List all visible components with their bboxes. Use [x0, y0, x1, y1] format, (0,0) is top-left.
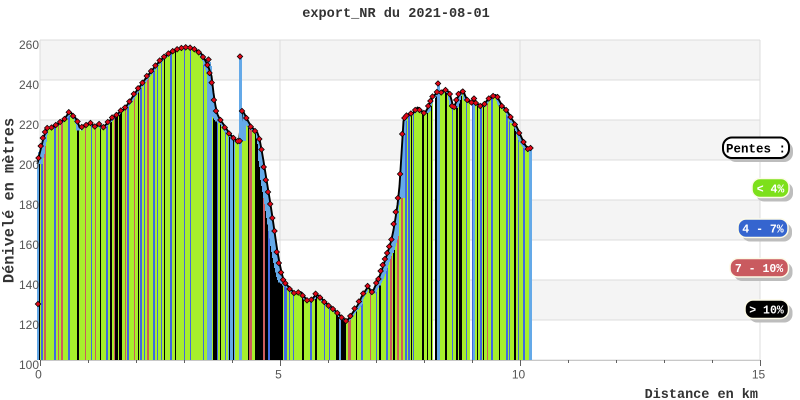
svg-text:260: 260: [19, 38, 39, 52]
svg-text:> 10%: > 10%: [749, 305, 784, 318]
svg-text:220: 220: [19, 118, 39, 132]
svg-text:140: 140: [19, 278, 39, 292]
svg-text:0: 0: [35, 368, 42, 382]
svg-text:200: 200: [19, 158, 39, 172]
svg-text:160: 160: [19, 238, 39, 252]
svg-text:export_NR du 2021-08-01: export_NR du 2021-08-01: [302, 7, 490, 22]
svg-text:Distance en km: Distance en km: [645, 388, 758, 400]
svg-text:Dénivelé en mètres: Dénivelé en mètres: [1, 118, 19, 283]
svg-text:4 - 7%: 4 - 7%: [742, 224, 784, 237]
svg-text:240: 240: [19, 78, 39, 92]
svg-text:10: 10: [512, 368, 526, 382]
svg-text:120: 120: [19, 318, 39, 332]
svg-text:100: 100: [19, 358, 39, 372]
svg-text:Pentes :: Pentes :: [726, 143, 786, 157]
svg-text:15: 15: [752, 368, 766, 382]
svg-text:5: 5: [275, 368, 282, 382]
svg-text:7 - 10%: 7 - 10%: [735, 263, 783, 276]
svg-text:180: 180: [19, 198, 39, 212]
svg-text:< 4%: < 4%: [757, 184, 785, 197]
